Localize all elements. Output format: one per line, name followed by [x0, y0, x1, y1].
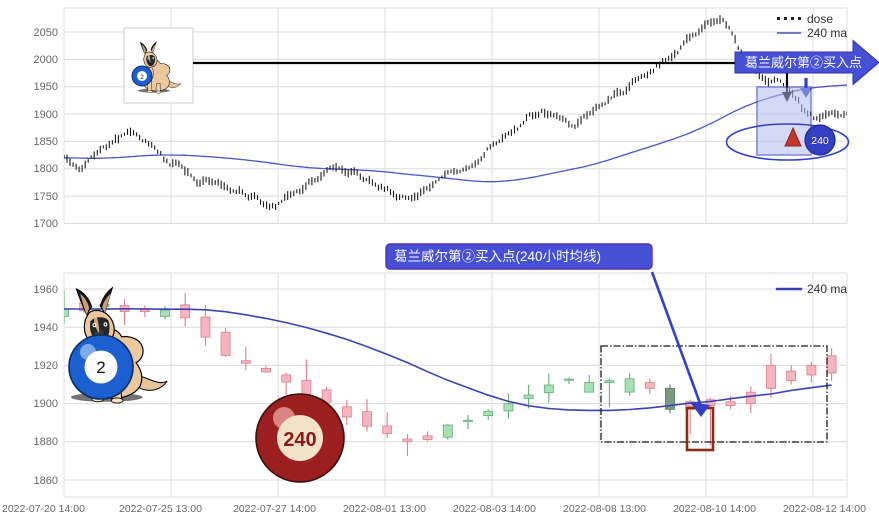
- svg-text:1860: 1860: [34, 475, 58, 487]
- svg-text:1920: 1920: [34, 360, 58, 372]
- svg-text:2022-08-03 14:00: 2022-08-03 14:00: [453, 503, 536, 515]
- svg-text:1950: 1950: [34, 81, 58, 93]
- svg-text:1900: 1900: [34, 398, 58, 410]
- svg-text:240: 240: [283, 429, 316, 451]
- svg-text:1880: 1880: [34, 436, 58, 448]
- svg-text:1960: 1960: [34, 284, 58, 296]
- svg-text:2022-07-25 13:00: 2022-07-25 13:00: [119, 503, 202, 515]
- svg-text:240 ma: 240 ma: [807, 282, 847, 296]
- svg-text:葛兰威尔第②买入点: 葛兰威尔第②买入点: [745, 55, 862, 70]
- svg-text:2022-08-01 13:00: 2022-08-01 13:00: [343, 503, 426, 515]
- svg-text:1800: 1800: [34, 163, 58, 175]
- svg-text:1850: 1850: [34, 136, 58, 148]
- svg-text:2022-08-10 14:00: 2022-08-10 14:00: [673, 503, 756, 515]
- svg-text:1700: 1700: [34, 218, 58, 230]
- svg-text:2022-08-08 13:00: 2022-08-08 13:00: [563, 503, 646, 515]
- svg-text:2: 2: [96, 358, 105, 377]
- svg-text:2050: 2050: [34, 27, 58, 39]
- svg-text:2022-07-27 14:00: 2022-07-27 14:00: [233, 503, 316, 515]
- svg-text:240 ma: 240 ma: [807, 26, 847, 40]
- svg-text:1750: 1750: [34, 191, 58, 203]
- svg-text:2: 2: [140, 74, 144, 81]
- svg-text:2000: 2000: [34, 54, 58, 66]
- svg-text:2022-08-12 14:00: 2022-08-12 14:00: [783, 503, 866, 515]
- svg-text:240: 240: [811, 135, 829, 147]
- svg-text:2022-07-20 14:00: 2022-07-20 14:00: [2, 503, 85, 515]
- svg-text:1940: 1940: [34, 322, 58, 334]
- svg-text:1900: 1900: [34, 109, 58, 121]
- svg-text:dose: dose: [807, 12, 833, 26]
